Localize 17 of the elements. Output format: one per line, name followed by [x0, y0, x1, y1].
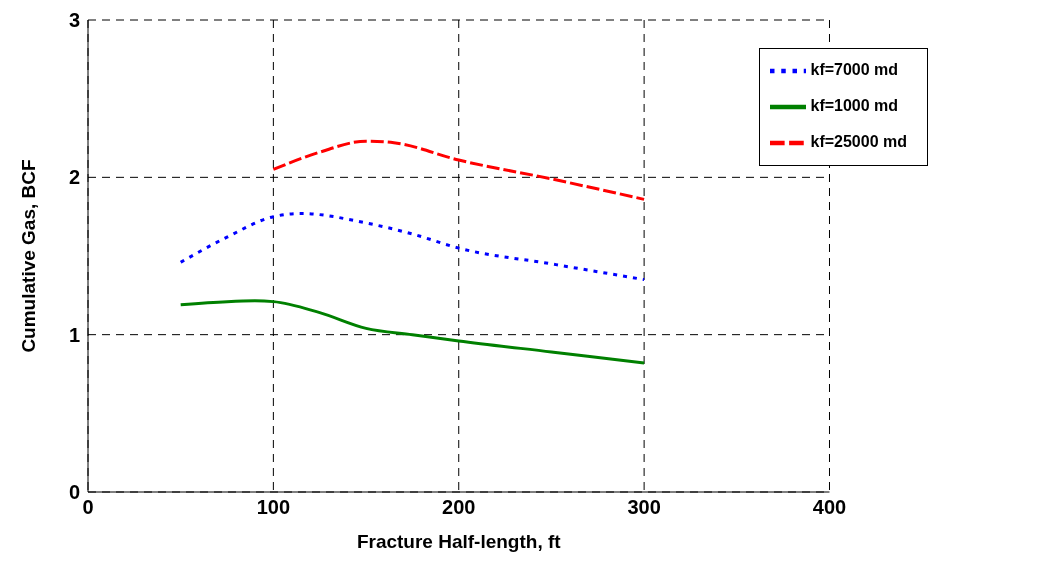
line-series	[179, 212, 646, 282]
legend-label: kf=7000 md	[810, 61, 899, 79]
x-tick-label: 100	[256, 496, 291, 519]
legend-label: kf=1000 md	[810, 97, 899, 115]
y-tick-label: 3	[68, 9, 80, 32]
line-series	[271, 139, 646, 201]
y-tick-label: 0	[68, 481, 80, 504]
y-axis-title: Cumulative Gas, BCF	[17, 159, 39, 353]
x-tick-label: 400	[812, 496, 847, 519]
y-tick-label: 1	[68, 323, 80, 346]
legend-label: kf=25000 md	[810, 133, 907, 151]
x-tick-label: 200	[442, 496, 476, 519]
x-axis-title: Fracture Half-length, ft	[356, 531, 562, 552]
line-series	[179, 299, 646, 365]
y-tick-label: 2	[68, 166, 80, 189]
x-tick-label: 0	[82, 496, 94, 519]
x-tick-label: 300	[627, 496, 661, 519]
